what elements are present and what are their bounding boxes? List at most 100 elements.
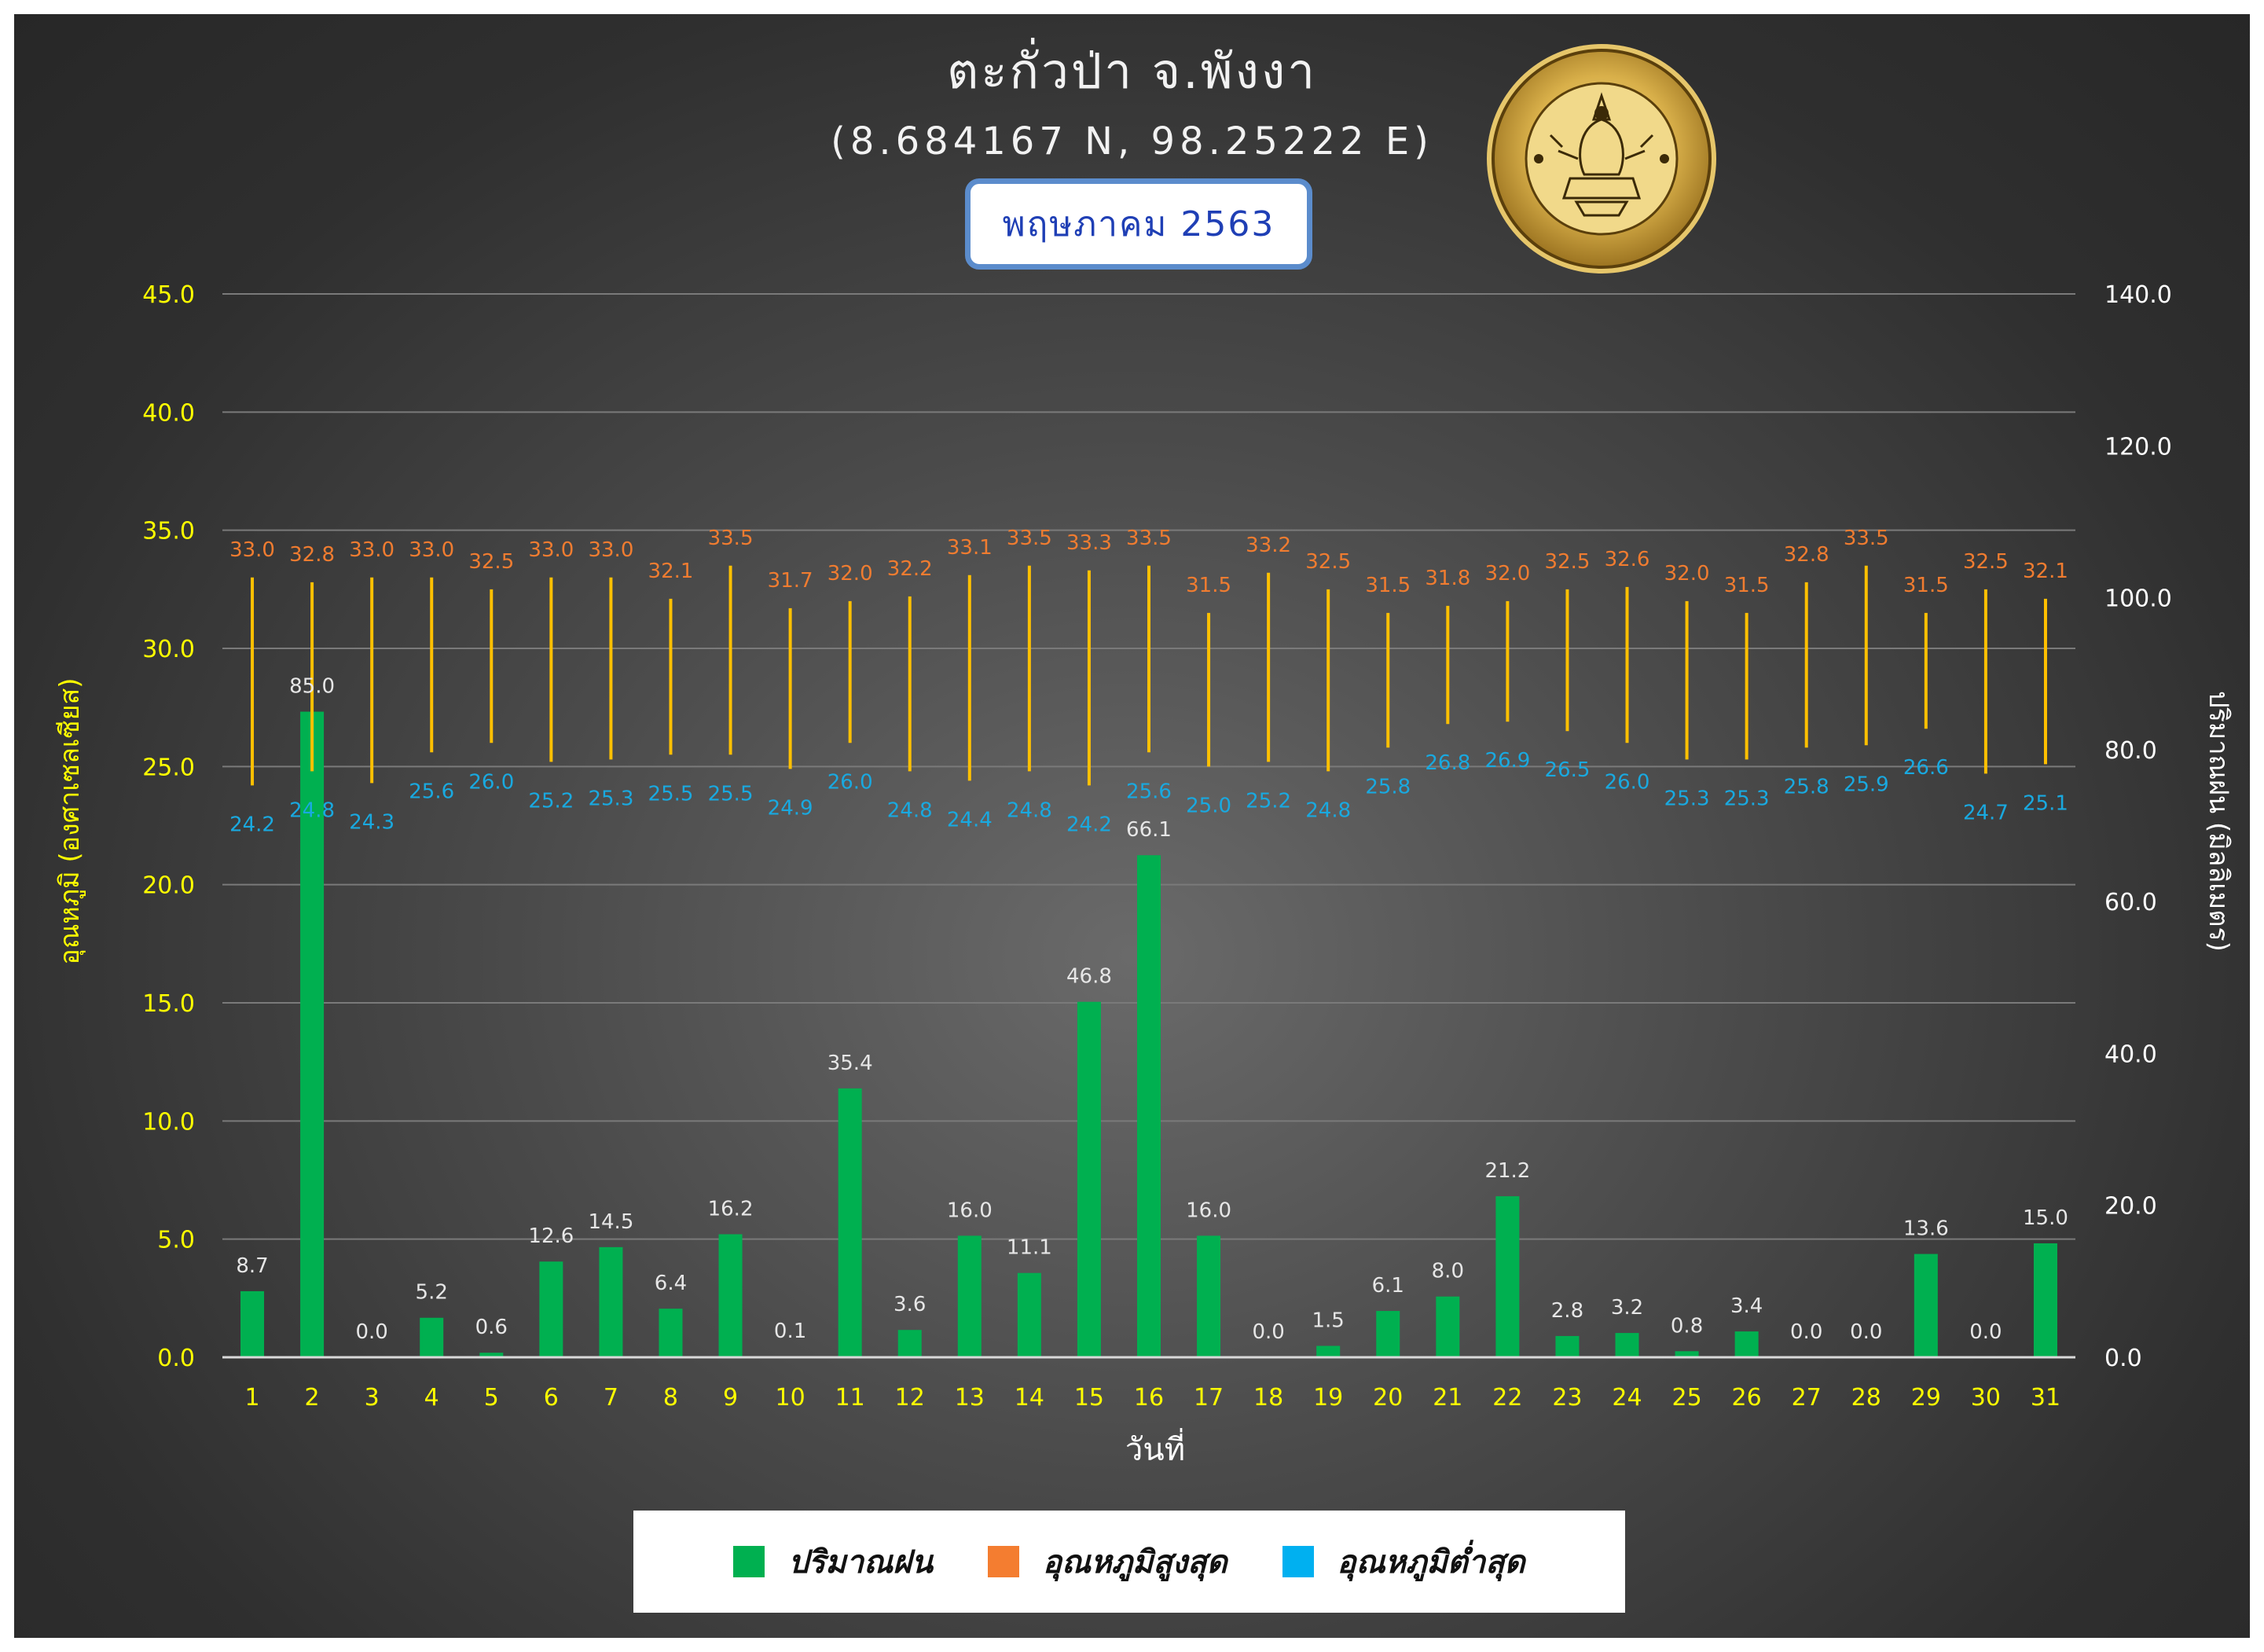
y-right-tick-label: 60.0 <box>2104 889 2157 916</box>
x-tick-label: 8 <box>663 1384 678 1412</box>
rain-value-label: 16.0 <box>947 1199 993 1222</box>
tmin-value-label: 26.8 <box>1425 751 1470 775</box>
legend-swatch-tmin <box>1282 1546 1314 1577</box>
rain-bar <box>1436 1296 1460 1357</box>
x-tick-label: 26 <box>1732 1384 1762 1412</box>
rain-value-label: 35.4 <box>827 1052 873 1075</box>
tmin-value-label: 25.9 <box>1844 773 1889 796</box>
rain-bar <box>1615 1333 1639 1357</box>
x-tick-label: 5 <box>484 1384 499 1412</box>
x-tick-label: 20 <box>1373 1384 1403 1412</box>
period-badge: พฤษภาคม 2563 <box>965 178 1312 270</box>
x-tick-label: 15 <box>1074 1384 1104 1412</box>
tmin-value-label: 26.0 <box>1605 770 1650 794</box>
legend-label-tmax: อุณหภูมิสูงสุด <box>1042 1544 1227 1580</box>
rain-value-label: 3.2 <box>1611 1296 1643 1320</box>
rain-value-label: 85.0 <box>289 675 335 699</box>
x-axis-label: วันที่ <box>1125 1428 1185 1468</box>
x-tick-label: 13 <box>955 1384 985 1412</box>
tmax-value-label: 32.5 <box>1963 550 2009 574</box>
tmax-value-label: 32.8 <box>1784 543 1829 567</box>
x-tick-label: 2 <box>305 1384 320 1412</box>
rain-value-label: 0.1 <box>774 1320 806 1343</box>
tmin-value-label: 25.5 <box>708 782 754 806</box>
tmax-value-label: 33.0 <box>349 538 394 562</box>
tmin-value-label: 25.2 <box>528 789 574 813</box>
chart-subtitle-coordinates: (8.684167 N, 98.25222 E) <box>831 119 1433 163</box>
x-tick-label: 10 <box>776 1384 805 1412</box>
tmin-value-label: 24.4 <box>947 808 993 832</box>
tmin-value-label: 24.8 <box>289 798 335 822</box>
rain-value-label: 14.5 <box>588 1210 633 1234</box>
rain-bar <box>1914 1254 1938 1357</box>
y-left-tick-label: 15.0 <box>142 990 195 1018</box>
y-left-tick-label: 10.0 <box>142 1108 195 1136</box>
rain-bar <box>599 1246 623 1357</box>
tmax-value-label: 31.5 <box>1186 574 1231 597</box>
x-tick-label: 6 <box>544 1384 559 1412</box>
tmin-value-label: 24.2 <box>229 813 275 836</box>
y-left-tick-label: 30.0 <box>142 636 195 663</box>
tmax-value-label: 33.0 <box>528 538 574 562</box>
tmax-value-label: 33.3 <box>1066 531 1112 555</box>
x-tick-label: 27 <box>1792 1384 1822 1412</box>
legend-label-tmin: อุณหภูมิต่ำสุด <box>1337 1544 1525 1580</box>
tmax-value-label: 33.0 <box>229 538 275 562</box>
tmax-value-label: 32.0 <box>1664 562 1710 586</box>
tmin-value-label: 24.2 <box>1066 813 1112 836</box>
rain-value-label: 6.1 <box>1372 1274 1404 1298</box>
tmin-value-label: 25.3 <box>1664 787 1710 810</box>
rain-bar <box>240 1290 265 1357</box>
x-tick-label: 31 <box>2031 1384 2060 1412</box>
y-axis-right-label: ปริมาณฝน (มิลลิเมตร) <box>2203 691 2234 952</box>
rain-value-label: 66.1 <box>1126 818 1172 842</box>
x-tick-label: 1 <box>244 1384 259 1412</box>
tmax-value-label: 32.6 <box>1605 548 1650 571</box>
tmax-value-label: 32.5 <box>1305 550 1351 574</box>
x-tick-label: 23 <box>1552 1384 1582 1412</box>
tmin-value-label: 26.5 <box>1545 758 1591 782</box>
y-left-tick-label: 45.0 <box>142 281 195 309</box>
legend-item-tmax: อุณหภูมิสูงสุด <box>987 1536 1227 1587</box>
tmax-value-label: 31.7 <box>768 569 813 593</box>
y-axis-left-label: อุณหภูมิ (องศาเซลเซียส) <box>54 677 86 964</box>
chart-title: ตะกั่วป่า จ.พังงา <box>946 42 1318 100</box>
y-left-tick-label: 5.0 <box>157 1227 195 1254</box>
tmin-value-label: 26.9 <box>1484 749 1530 773</box>
y-left-tick-label: 40.0 <box>142 399 195 427</box>
rain-bar <box>2033 1243 2057 1357</box>
meteorological-department-seal-icon <box>1487 44 1716 273</box>
rain-bar <box>420 1317 444 1357</box>
x-tick-label: 21 <box>1433 1384 1462 1412</box>
tmin-value-label: 25.3 <box>1724 787 1770 810</box>
y-right-tick-label: 120.0 <box>2104 433 2172 461</box>
tmin-value-label: 24.8 <box>1007 798 1052 822</box>
rain-bar <box>300 711 325 1357</box>
y-right-tick-label: 100.0 <box>2104 586 2172 613</box>
tmax-value-label: 33.5 <box>1126 527 1172 550</box>
tmin-value-label: 24.7 <box>1963 801 2009 824</box>
tmax-value-label: 31.8 <box>1425 567 1470 590</box>
x-tick-label: 19 <box>1313 1384 1343 1412</box>
legend-item-tmin: อุณหภูมิต่ำสุด <box>1282 1536 1525 1587</box>
tmin-value-label: 26.6 <box>1903 756 1949 780</box>
tmin-value-label: 24.8 <box>1305 798 1351 822</box>
legend-swatch-rain <box>733 1546 765 1577</box>
tmin-value-label: 25.0 <box>1186 794 1231 817</box>
tmax-value-label: 33.1 <box>947 536 993 560</box>
tmax-value-label: 31.5 <box>1724 574 1770 597</box>
x-tick-label: 24 <box>1612 1384 1642 1412</box>
tmax-value-label: 33.5 <box>1007 527 1052 550</box>
rain-value-label: 13.6 <box>1903 1217 1949 1241</box>
x-tick-label: 18 <box>1253 1384 1283 1412</box>
rain-value-label: 5.2 <box>416 1281 448 1305</box>
tmin-value-label: 25.8 <box>1365 775 1411 798</box>
x-tick-label: 7 <box>604 1384 618 1412</box>
tmax-value-label: 32.0 <box>1484 562 1530 586</box>
x-tick-label: 4 <box>424 1384 439 1412</box>
x-tick-label: 30 <box>1971 1384 2001 1412</box>
x-tick-label: 11 <box>835 1384 865 1412</box>
rain-value-label: 15.0 <box>2023 1206 2068 1230</box>
tmin-value-label: 25.8 <box>1784 775 1829 798</box>
tmax-value-label: 31.5 <box>1365 574 1411 597</box>
